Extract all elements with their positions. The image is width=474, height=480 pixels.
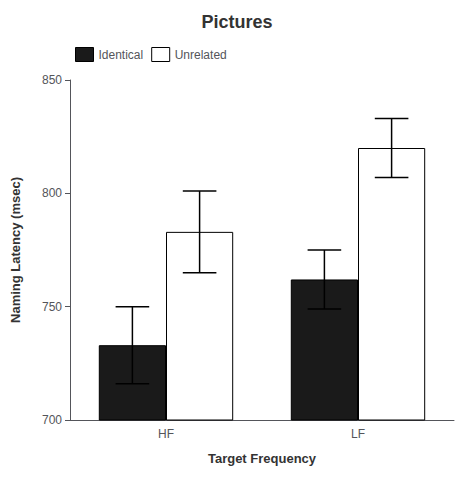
svg-text:700: 700	[42, 413, 62, 427]
svg-text:HF: HF	[158, 427, 174, 441]
svg-text:850: 850	[42, 73, 62, 87]
svg-text:Naming Latency (msec): Naming Latency (msec)	[8, 177, 23, 323]
svg-text:800: 800	[42, 186, 62, 200]
svg-text:Pictures: Pictures	[201, 12, 272, 32]
svg-text:LF: LF	[351, 427, 365, 441]
svg-text:Unrelated: Unrelated	[175, 48, 227, 62]
svg-text:Identical: Identical	[99, 48, 144, 62]
svg-text:750: 750	[42, 300, 62, 314]
svg-text:Target Frequency: Target Frequency	[208, 451, 317, 466]
